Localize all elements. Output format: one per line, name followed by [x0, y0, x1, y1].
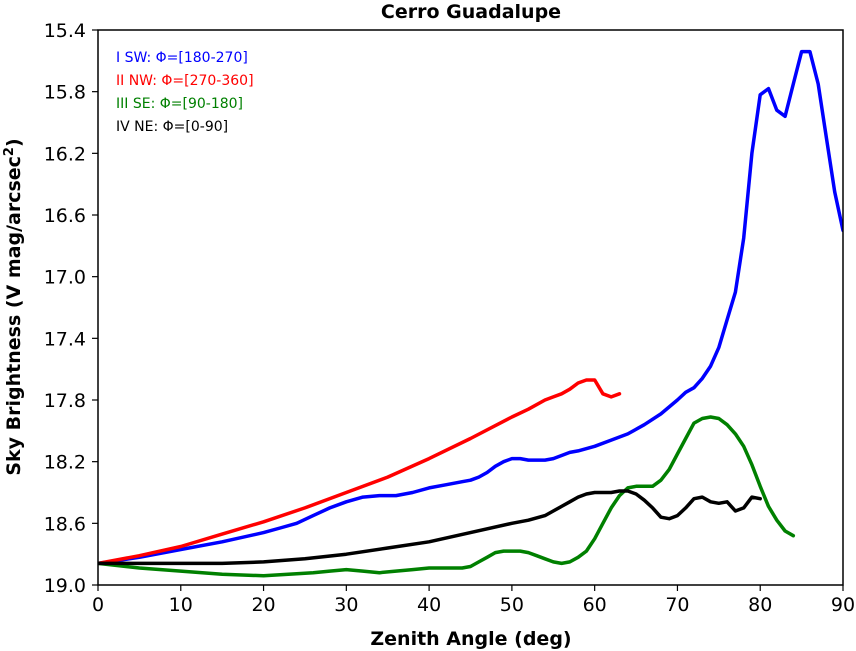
legend: I SW: Φ=[180-270] II NW: Φ=[270-360] III S… — [116, 50, 254, 135]
x-axis-ticks: 0 10 20 30 40 50 60 70 80 90 — [92, 585, 855, 616]
x-tick-label: 40 — [417, 594, 441, 616]
y-tick-label: 19.0 — [44, 575, 86, 597]
x-tick-label: 80 — [748, 594, 772, 616]
series-line-4 — [98, 489, 762, 566]
series-line-3 — [98, 415, 796, 578]
x-tick-label: 0 — [92, 594, 104, 616]
x-tick-label: 60 — [583, 594, 607, 616]
y-tick-label: 18.2 — [44, 452, 86, 474]
legend-entry-2: II NW: Φ=[270-360] — [116, 73, 254, 89]
x-tick-label: 70 — [665, 594, 689, 616]
y-tick-label: 18.6 — [44, 513, 86, 535]
y-axis-label-end: ) — [3, 138, 25, 147]
x-tick-label: 50 — [500, 594, 524, 616]
series-line-2 — [98, 378, 622, 566]
y-tick-label: 17.8 — [44, 390, 86, 412]
plot-frame — [97, 29, 844, 586]
x-tick-label: 90 — [831, 594, 855, 616]
y-axis-label-main: Sky Brightness (V mag/arcsec — [3, 156, 25, 476]
y-axis-ticks: 15.4 15.8 16.2 16.6 17.0 17.4 17.8 18.2 18.6 19.0 — [44, 20, 98, 597]
legend-entry-3: III SE: Φ=[90-180] — [116, 96, 243, 112]
x-axis-label: Zenith Angle (deg) — [370, 628, 571, 650]
y-tick-label: 16.2 — [44, 143, 86, 165]
series-line-1 — [98, 49, 843, 566]
y-axis-label: Sky Brightness (V mag/arcsec2) — [2, 138, 26, 475]
legend-entry-4: IV NE: Φ=[0-90] — [116, 119, 228, 135]
y-axis-label-superscript: 2 — [2, 147, 17, 156]
plot-lines — [98, 49, 843, 578]
x-tick-label: 20 — [251, 594, 275, 616]
y-tick-label: 16.6 — [44, 205, 86, 227]
x-tick-label: 30 — [334, 594, 358, 616]
x-tick-label: 10 — [169, 594, 193, 616]
y-tick-label: 15.8 — [44, 82, 86, 104]
y-tick-label: 15.4 — [44, 20, 86, 42]
chart-title: Cerro Guadalupe — [381, 1, 561, 23]
y-tick-label: 17.0 — [44, 267, 86, 289]
y-tick-label: 17.4 — [44, 328, 86, 350]
legend-entry-1: I SW: Φ=[180-270] — [116, 50, 248, 66]
